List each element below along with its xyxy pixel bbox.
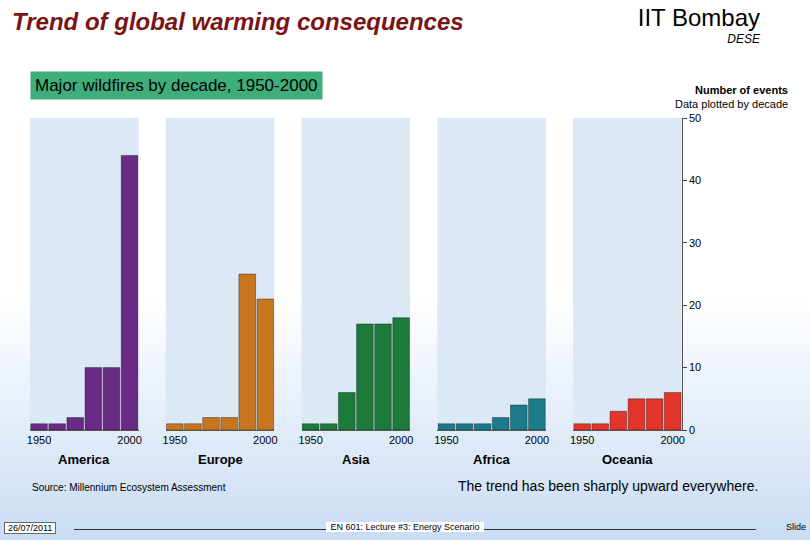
html-text:DESE: DESE [727,32,760,46]
svg-text:2000: 2000 [525,434,549,446]
svg-text:20: 20 [689,299,701,311]
svg-text:Major wildfires by decade, 195: Major wildfires by decade, 1950-2000 [35,76,318,95]
svg-text:1950: 1950 [27,434,51,446]
svg-text:The trend has been sharply upw: The trend has been sharply upward everyw… [458,478,758,494]
svg-text:2000: 2000 [117,434,141,446]
svg-text:1950: 1950 [298,434,322,446]
html-text:EN 601: Lecture #3: Energy Sce: EN 601: Lecture #3: Energy Scenario [330,522,480,532]
svg-text:2000: 2000 [660,434,684,446]
svg-text:1950: 1950 [570,434,594,446]
svg-text:1950: 1950 [434,434,458,446]
svg-text:2000: 2000 [389,434,413,446]
html-text:26/07/2011: 26/07/2011 [8,523,53,533]
svg-text:2000: 2000 [253,434,277,446]
svg-text:Data plotted by decade: Data plotted by decade [675,98,788,110]
svg-text:10: 10 [689,361,701,373]
svg-text:1950: 1950 [163,434,187,446]
svg-text:Source: Millennium Ecosystem A: Source: Millennium Ecosystem Assessment [32,482,226,493]
svg-text:America: America [58,452,110,467]
svg-text:40: 40 [689,174,701,186]
html-text:Trend of global warming conseq: Trend of global warming consequences [12,8,464,35]
svg-text:Oceania: Oceania [602,452,653,467]
svg-text:Asia: Asia [342,452,370,467]
html-text:IIT Bombay: IIT Bombay [637,4,760,31]
svg-text:Europe: Europe [198,452,243,467]
html-text:Slide: Slide [786,522,806,532]
svg-text:0: 0 [689,424,695,436]
svg-text:Africa: Africa [473,452,511,467]
svg-text:50: 50 [689,112,701,124]
svg-text:Number of events: Number of events [695,84,788,96]
svg-text:30: 30 [689,237,701,249]
